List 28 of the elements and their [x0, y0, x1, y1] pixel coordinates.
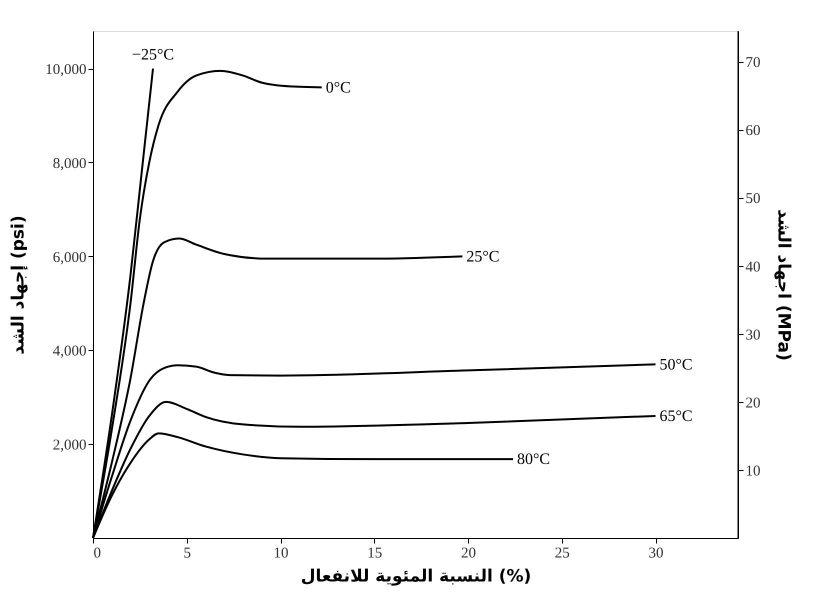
series-label: 80°C [517, 451, 550, 468]
y2-axis-title: اجهاد الشد (MPa) [774, 209, 794, 361]
y2-tick-label: 10 [746, 463, 760, 480]
y-tick-label: 2,000 [52, 438, 86, 454]
y2-tick-label: 70 [746, 55, 760, 72]
x-axis-title: النسبة المئوية للانفعال (%) [300, 566, 532, 586]
x-tick-label: 30 [648, 546, 664, 562]
series-label: 50°C [660, 356, 693, 374]
y2-tick-label: 40 [746, 259, 760, 276]
y-tick-label: 10,000 [45, 62, 86, 78]
y2-tick-label: 50 [746, 191, 760, 208]
series-label: −25°C [132, 46, 174, 64]
series-label: 25°C [466, 248, 500, 266]
x-tick-label: 10 [274, 546, 288, 562]
y-tick-label: 6,000 [52, 250, 86, 266]
y2-tick-label: 20 [746, 395, 760, 412]
x-tick-label: 20 [461, 546, 476, 562]
series-label: 65°C [660, 408, 693, 425]
x-tick-label: 25 [554, 546, 570, 562]
x-tick-label: 15 [367, 546, 382, 562]
x-tick-label: 5 [184, 546, 191, 562]
y2-tick-label: 30 [746, 327, 760, 344]
y-tick-label: 8,000 [52, 156, 86, 172]
x-tick-label: 0 [94, 546, 101, 562]
series-label: 0°C [326, 79, 351, 96]
y2-tick-label: 60 [746, 123, 760, 140]
y-tick-label: 4,000 [52, 344, 86, 360]
y-axis-title: إجهاد الشد (psi) [8, 215, 28, 355]
